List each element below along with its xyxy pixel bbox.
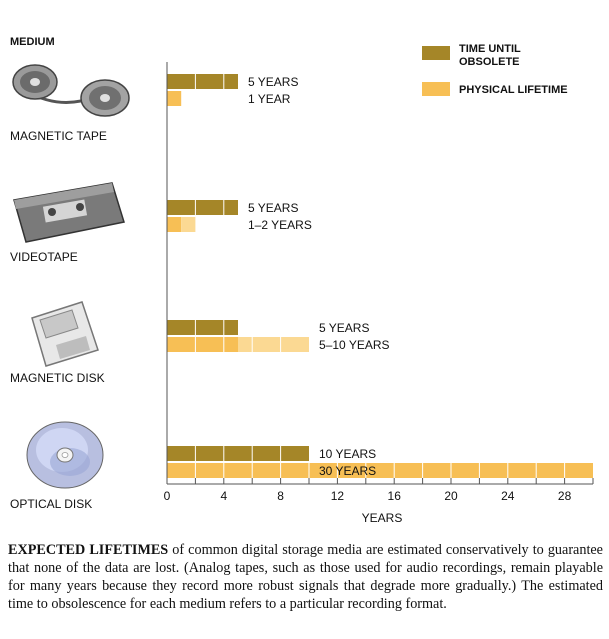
value-label-physical: 30 YEARS bbox=[319, 464, 376, 478]
x-tick-label: 8 bbox=[277, 489, 284, 503]
lifetime-chart: MEDIUM TIME UNTIL OBSOLETE PHYSICAL LIFE… bbox=[10, 36, 594, 525]
value-label-physical: 1–2 YEARS bbox=[248, 218, 312, 232]
bar-physical-range bbox=[181, 217, 196, 232]
x-tick-label: 4 bbox=[220, 489, 227, 503]
value-label-obsolete: 10 YEARS bbox=[319, 447, 376, 461]
x-axis: 0 4 8 12 16 20 24 28 bbox=[164, 478, 594, 503]
bar-physical bbox=[167, 91, 182, 106]
floppy-disk-icon bbox=[31, 301, 99, 367]
value-labels: 5 YEARS 1 YEAR 5 YEARS 1–2 YEARS 5 YEARS 5–10… bbox=[248, 75, 390, 478]
category-label: OPTICAL DISK bbox=[10, 497, 92, 511]
videocassette-icon bbox=[13, 182, 125, 243]
legend: TIME UNTIL OBSOLETE PHYSICAL LIFETIME bbox=[422, 43, 568, 96]
bar-physical bbox=[167, 337, 238, 352]
bar-physical bbox=[167, 463, 593, 478]
bar-obsolete bbox=[167, 200, 238, 215]
legend-label-obsolete-line1: TIME UNTIL bbox=[459, 43, 521, 55]
bar-physical bbox=[167, 217, 182, 232]
x-tick-label: 20 bbox=[444, 489, 458, 503]
legend-label-obsolete-line2: OBSOLETE bbox=[459, 56, 520, 68]
value-label-physical: 5–10 YEARS bbox=[319, 338, 390, 352]
x-tick-label: 16 bbox=[388, 489, 402, 503]
category-label: MAGNETIC DISK bbox=[10, 371, 105, 385]
x-tick-label: 28 bbox=[558, 489, 572, 503]
legend-swatch-obsolete bbox=[422, 46, 450, 60]
legend-swatch-physical bbox=[422, 82, 450, 96]
bars bbox=[167, 74, 593, 478]
value-label-obsolete: 5 YEARS bbox=[248, 201, 298, 215]
x-tick-label: 24 bbox=[501, 489, 515, 503]
x-tick-label: 0 bbox=[164, 489, 171, 503]
bar-physical-range bbox=[238, 337, 309, 352]
value-label-obsolete: 5 YEARS bbox=[319, 321, 369, 335]
x-tick-label: 12 bbox=[331, 489, 345, 503]
category-label: MAGNETIC TAPE bbox=[10, 129, 107, 143]
value-label-obsolete: 5 YEARS bbox=[248, 75, 298, 89]
figure-caption: EXPECTED LIFETIMES of common digital sto… bbox=[8, 541, 603, 613]
caption-lead: EXPECTED LIFETIMES bbox=[8, 542, 169, 558]
category-labels: MAGNETIC TAPE VIDEOTAPE MAGNETIC DISK OPTIC… bbox=[10, 129, 107, 511]
legend-label-obsolete: TIME UNTIL OBSOLETE bbox=[459, 43, 524, 68]
x-axis-title: YEARS bbox=[362, 511, 403, 525]
bar-obsolete bbox=[167, 74, 238, 89]
media-icons bbox=[12, 64, 130, 489]
legend-label-physical: PHYSICAL LIFETIME bbox=[459, 84, 568, 96]
medium-header: MEDIUM bbox=[10, 36, 55, 48]
category-label: VIDEOTAPE bbox=[10, 250, 78, 264]
reel-tape-icon bbox=[12, 64, 130, 117]
value-label-physical: 1 YEAR bbox=[248, 92, 291, 106]
optical-disc-icon bbox=[26, 421, 104, 489]
caption-body: of common digital storage media are esti… bbox=[8, 542, 603, 612]
bar-obsolete bbox=[167, 320, 238, 335]
bar-obsolete bbox=[167, 446, 309, 461]
